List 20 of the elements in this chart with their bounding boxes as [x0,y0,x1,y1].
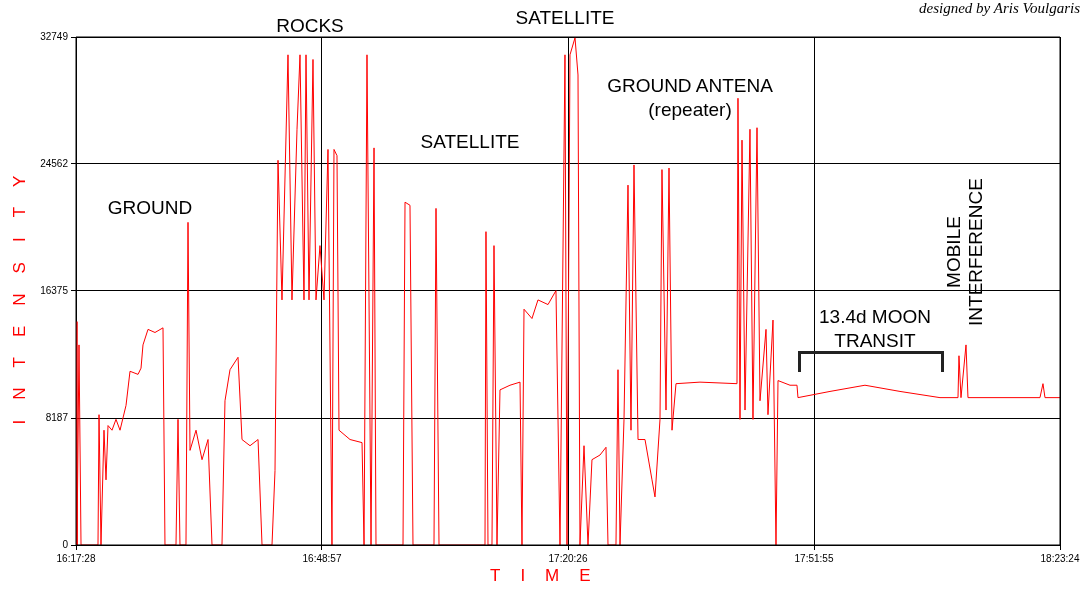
y-tick-label: 0 [62,538,69,550]
y-tick-label: 32749 [40,30,69,42]
text: designed by Aris Voulgaris [918,0,1080,17]
text: SATELLITE [514,6,616,30]
annotation: 13.4d MOON TRANSIT [818,305,932,353]
text: ROCKS [275,14,345,38]
y-tick-label: 8187 [45,411,69,423]
y-tick-label: 24562 [40,157,69,169]
annotation: SATELLITE [419,130,521,154]
x-tick-label: 17:51:55 [794,552,834,564]
annotation: MOBILE INTERFERENCE [943,177,987,328]
annotation: GROUND ANTENA (repeater) [606,74,774,122]
x-tick-label: 16:48:57 [302,552,342,564]
x-tick-label: 17:20:26 [548,552,588,564]
x-tick-label: 16:17:28 [56,552,96,564]
annotation: GROUND [106,196,194,220]
y-tick-label: 16375 [40,284,69,296]
x-tick-label: 18:23:24 [1040,552,1080,564]
x-axis-title: TIME [490,566,611,586]
y-axis-title: INTENSITY [10,154,30,427]
